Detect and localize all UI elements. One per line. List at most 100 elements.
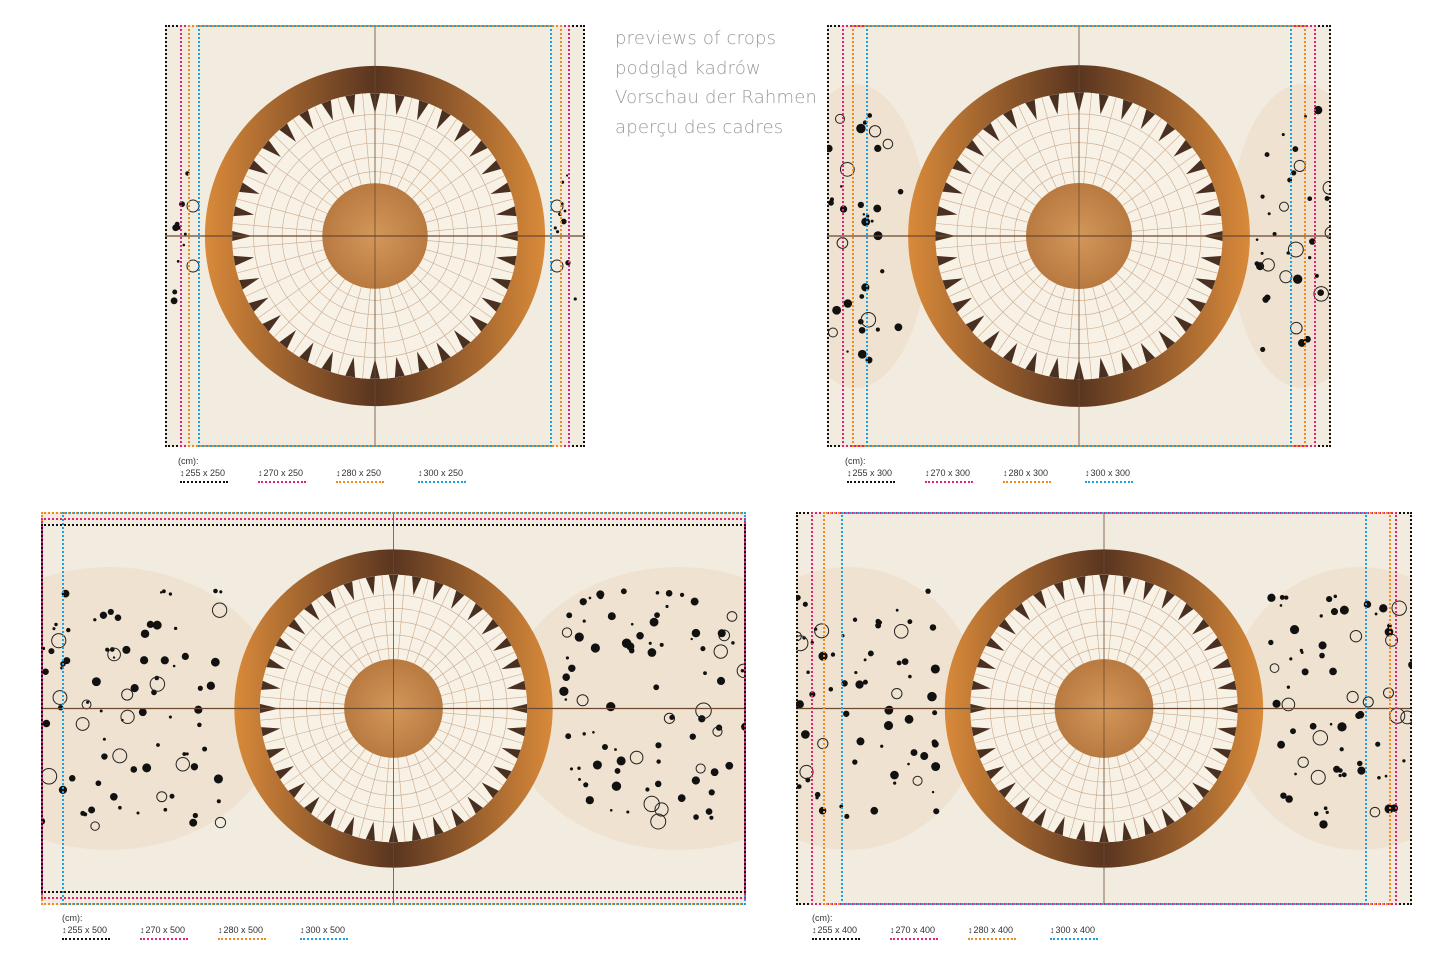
- dot-mark: [1337, 722, 1347, 732]
- wheel-tooth: [1033, 590, 1047, 609]
- wheel-spoke: [426, 613, 489, 676]
- wheel-spoke: [1107, 118, 1162, 196]
- dot-mark: [140, 656, 149, 665]
- dot-mark: [621, 638, 632, 649]
- wheel-spoke: [245, 175, 330, 216]
- wheel-spoke: [358, 753, 382, 838]
- dot-mark: [1319, 614, 1323, 618]
- wheel-spoke: [1099, 105, 1140, 191]
- wheel-tooth: [501, 658, 521, 670]
- dot-mark: [1254, 261, 1260, 267]
- dot-mark: [112, 656, 116, 659]
- dot-mark: [1400, 710, 1412, 725]
- wheel-spoke: [948, 175, 1034, 216]
- wheel-spoke: [362, 93, 371, 187]
- dot-mark: [857, 349, 867, 359]
- dot-mark: [194, 705, 203, 714]
- dot-mark: [866, 214, 870, 218]
- wheel-spoke: [283, 631, 356, 682]
- vertical-arrow-icon: ↕: [258, 468, 263, 478]
- dot-mark: [1272, 231, 1277, 237]
- dot-mark: [614, 768, 621, 774]
- wheel-spoke: [961, 153, 1039, 208]
- vertical-arrow-icon: ↕: [62, 925, 67, 935]
- dot-mark: [560, 218, 567, 225]
- dot-mark: [841, 680, 848, 687]
- wheel-tooth: [432, 816, 444, 836]
- legend-b: (cm): ↕255 x 300 ↕270 x 300 ↕280 x 300 ↕…: [845, 456, 1145, 496]
- vertical-arrow-icon: ↕: [847, 468, 852, 478]
- wheel-tooth: [299, 109, 314, 130]
- dot-mark: [601, 744, 608, 751]
- wheel-tooth: [942, 182, 963, 194]
- legend-item: ↕255 x 400: [812, 924, 860, 940]
- wheel-spoke: [283, 735, 356, 786]
- dot-mark: [565, 174, 569, 177]
- vertical-arrow-icon: ↕: [812, 925, 817, 935]
- wheel-spoke: [435, 728, 515, 766]
- wheel-spoke: [1150, 712, 1238, 721]
- dot-mark: [1281, 133, 1285, 137]
- dot-mark: [931, 762, 941, 772]
- wheel-tooth: [436, 109, 451, 130]
- wheel-spoke: [245, 256, 330, 297]
- wheel-tooth: [1033, 808, 1047, 827]
- dot-mark: [796, 700, 804, 709]
- dot-mark: [1267, 593, 1276, 602]
- wheel-spoke: [1114, 134, 1181, 201]
- wheel-spoke: [1114, 271, 1181, 338]
- dot-mark: [929, 624, 937, 631]
- dot-mark: [708, 789, 715, 796]
- dot-mark: [578, 777, 581, 781]
- dot-mark: [566, 612, 573, 619]
- dot-mark: [58, 785, 68, 794]
- dot-mark: [656, 759, 661, 764]
- wheel-tooth: [985, 637, 1005, 652]
- dot-mark: [120, 709, 135, 725]
- dot-mark: [1264, 152, 1270, 158]
- dot-mark: [592, 760, 602, 770]
- wheel-tooth: [1049, 93, 1060, 115]
- dot-mark: [565, 260, 571, 266]
- wheel-tooth: [365, 576, 375, 596]
- wheel-spoke: [1091, 284, 1117, 375]
- wheel-spoke: [1146, 728, 1226, 766]
- wheel-spoke: [272, 728, 352, 766]
- swatch-blue: [418, 481, 466, 483]
- wheel-tooth: [1140, 109, 1156, 130]
- wheel-spoke: [1041, 284, 1067, 375]
- dot-mark: [1339, 747, 1344, 752]
- wheel-tooth: [1076, 576, 1086, 596]
- size-label: 280 x 250: [341, 468, 382, 478]
- dot-mark: [855, 680, 864, 689]
- wheel-spoke: [1123, 587, 1161, 667]
- wheel-tooth: [1122, 821, 1132, 841]
- dot-mark: [1307, 196, 1313, 202]
- wheel-spoke: [260, 712, 347, 721]
- wheel-spoke: [316, 746, 367, 819]
- unit-label: (cm):: [812, 913, 833, 923]
- wheel-spoke: [379, 93, 388, 187]
- wheel-spoke: [935, 240, 1029, 249]
- dot-mark: [1341, 772, 1347, 778]
- dot-mark: [607, 612, 616, 621]
- vertical-arrow-icon: ↕: [1050, 925, 1055, 935]
- wheel-tooth: [432, 581, 444, 601]
- wheel-tooth: [304, 603, 320, 621]
- dot-mark: [130, 684, 139, 693]
- dot-mark: [1260, 251, 1264, 255]
- wheel-tooth: [493, 637, 512, 652]
- wheel-tooth: [506, 680, 526, 690]
- dot-mark: [654, 780, 662, 788]
- dot-mark: [1314, 273, 1319, 278]
- dot-mark: [908, 674, 912, 679]
- dot-mark: [136, 811, 140, 815]
- wheel-tooth: [1053, 816, 1065, 836]
- wheel-tooth: [412, 576, 422, 596]
- dot-mark: [693, 814, 699, 820]
- dot-mark: [1277, 740, 1286, 749]
- dot-mark: [665, 604, 669, 609]
- wheel-tooth: [998, 782, 1016, 798]
- wheel-spoke: [387, 97, 413, 188]
- unit-label: (cm):: [178, 456, 199, 466]
